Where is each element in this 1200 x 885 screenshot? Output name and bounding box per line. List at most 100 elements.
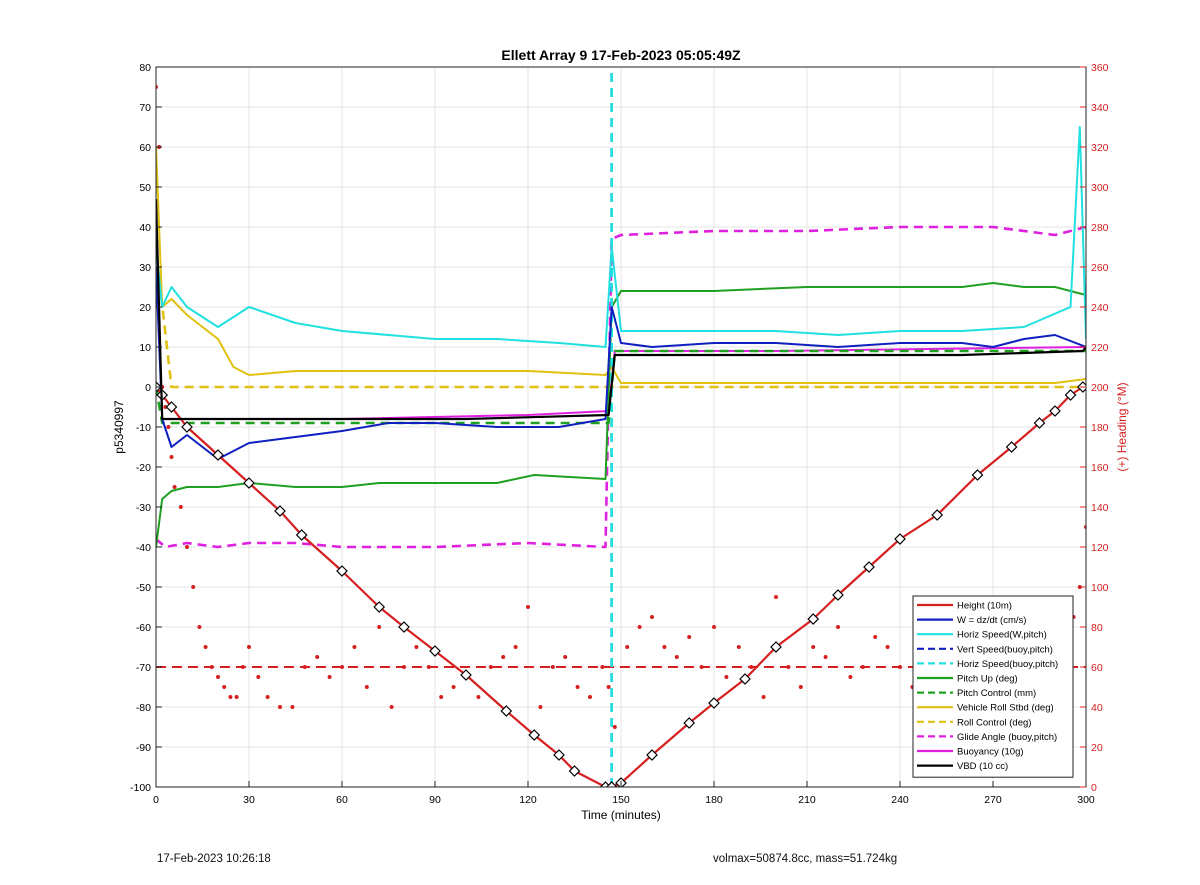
height-marker [1033,417,1046,429]
heading-dot [389,705,394,709]
x-tick-label: 300 [1077,794,1095,806]
y-right-tick-label: 320 [1091,142,1109,154]
legend: Height (10m) W = dz/dt (cm/s) Horiz Speed(… [912,595,1074,778]
height-marker [212,449,224,461]
legend-entry: Horiz Speed(W,pitch) [957,630,1047,641]
tick-labels: 0 30 60 90 120 150 180 210 240 270 300-100-90-80-7… [130,62,1109,806]
heading-dot [327,675,332,679]
x-tick-label: 0 [153,794,159,806]
y-right-tick-label: 180 [1091,422,1109,434]
heading-dot [256,675,261,679]
height-marker [770,641,782,653]
y-tick-label: -80 [136,702,151,714]
heading-dot [761,695,766,699]
heading-dot [352,645,357,649]
height-marker [683,717,696,729]
y-tick-label: 80 [139,62,151,74]
height-marker [165,401,178,413]
heading-dot [687,635,692,639]
y-tick-label: -20 [136,462,151,474]
height-marker [398,621,410,633]
height-marker [429,645,441,657]
heading-dot [169,455,174,459]
heading-dot [674,655,679,659]
y-right-tick-label: 40 [1091,702,1103,714]
heading-dot [563,655,568,659]
legend-entry: Glide Angle (buoy,pitch) [957,732,1057,743]
series-pitch-up-deg [156,282,1086,548]
heading-dot [712,625,716,629]
series-height-10m [156,386,1084,787]
height-marker [373,601,386,613]
y-axis-label-left: p5340997 [112,400,126,454]
heading-dot [163,405,168,409]
height-marker [832,589,844,601]
height-marker [971,469,984,481]
heading-dot [234,695,239,699]
heading-dot [637,625,642,629]
heading-dot [222,685,227,689]
y-right-tick-label: 60 [1091,662,1103,674]
y-tick-label: -100 [130,782,151,794]
heading-dot [191,585,196,589]
y-right-tick-label: 20 [1091,742,1103,754]
heading-dot [550,665,555,669]
series-glide-angle-buoy-pitch [156,225,1086,549]
x-axis-label: Time (minutes) [581,808,661,822]
x-tick-label: 30 [243,794,255,806]
heading-dot [662,645,667,649]
heading-dot [526,605,530,609]
y-axis-label-right: (+) Heading (°M) [1115,382,1129,471]
height-marker [1049,405,1061,417]
heading-dot [513,645,518,649]
heading-dot [600,665,605,669]
heading-dot [724,675,729,679]
height-marker [460,669,472,681]
y-tick-label: -60 [136,622,151,634]
y-right-tick-label: 0 [1091,782,1097,794]
heading-dot [340,665,344,669]
series-horiz-speed-w-pitch [156,126,1086,348]
height-marker [336,565,348,577]
y-tick-label: 10 [139,342,151,354]
heading-dot [209,665,214,669]
height-marker [931,509,944,521]
heading-dot [265,695,270,699]
heading-dot [197,625,202,629]
heading-dot [247,645,251,649]
heading-dot [185,545,189,549]
height-marker [739,673,751,685]
y-right-tick-label: 220 [1091,342,1109,354]
height-marker [243,477,255,489]
footer-info: volmax=50874.8cc, mass=51.724kg [713,853,898,865]
y-right-tick-label: 80 [1091,622,1103,634]
x-tick-label: 150 [612,794,630,806]
height-marker [894,533,906,545]
footer-timestamp: 17-Feb-2023 10:26:18 [157,853,271,865]
x-tick-label: 120 [519,794,537,806]
y-tick-label: 20 [139,302,151,314]
heading-dot [898,665,902,669]
heading-dot [588,695,592,699]
y-right-tick-label: 340 [1091,102,1109,114]
legend-box [912,595,1074,778]
heading-dot [625,645,630,649]
heading-dot [501,655,506,659]
x-tick-label: 240 [891,794,909,806]
height-marker [863,561,875,573]
heading-dot [774,595,778,599]
heading-dot [885,645,890,649]
height-marker [500,705,513,717]
heading-dot [612,725,617,729]
x-tick-label: 270 [984,794,1002,806]
y-tick-label: -10 [136,422,151,434]
y-tick-label: 50 [139,182,151,194]
y-right-tick-label: 280 [1091,222,1109,234]
height-marker [295,529,308,541]
y-right-tick-label: 360 [1091,62,1109,74]
heading-dot [302,665,307,669]
legend-entry: VBD (10 cc) [957,761,1008,772]
heading-dot [476,695,481,699]
x-tick-label: 180 [705,794,723,806]
heading-dot [848,675,853,679]
